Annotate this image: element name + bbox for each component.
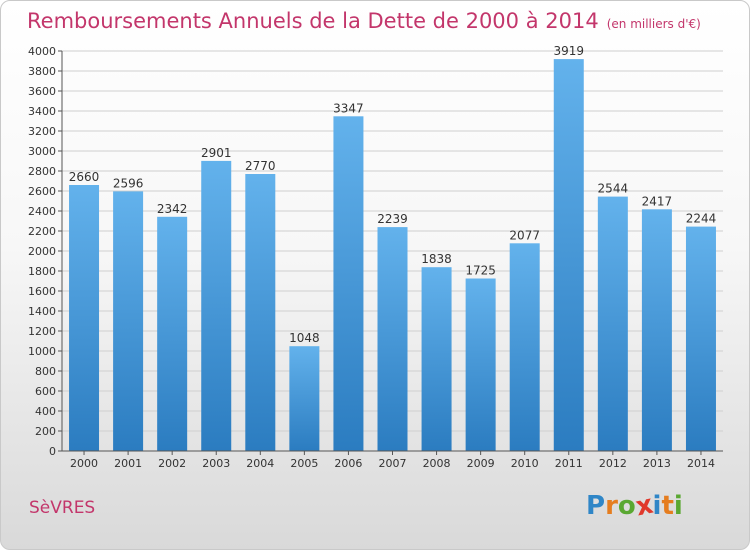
bar-value-label: 2239: [377, 212, 408, 226]
bar-2012: [597, 196, 628, 451]
x-tick-label: 2004: [246, 457, 274, 470]
y-tick-label: 3400: [28, 105, 56, 118]
y-tick-label: 4000: [28, 45, 56, 58]
bar-value-label: 2901: [201, 146, 232, 160]
bar-2010: [509, 243, 540, 451]
logo-letter: t: [661, 491, 674, 521]
y-tick-label: 3600: [28, 85, 56, 98]
bar-value-label: 1048: [289, 331, 320, 345]
bar-value-label: 2544: [598, 182, 629, 196]
y-tick-label: 2600: [28, 185, 56, 198]
x-tick-label: 2008: [423, 457, 451, 470]
bar-value-label: 3347: [333, 101, 364, 115]
bar-value-label: 3919: [553, 44, 584, 58]
bar-2011: [553, 59, 584, 451]
x-tick-label: 2013: [643, 457, 671, 470]
x-tick-label: 2003: [202, 457, 230, 470]
chart-title: Remboursements Annuels de la Dette de 20…: [27, 9, 701, 33]
chart-title-text: Remboursements Annuels de la Dette de 20…: [27, 9, 599, 33]
axes: [61, 51, 723, 452]
bar-2005: [289, 346, 320, 451]
y-tick-label: 3200: [28, 125, 56, 138]
bar-value-label: 1838: [421, 252, 452, 266]
bar-2014: [685, 226, 716, 451]
y-tick-label: 1800: [28, 265, 56, 278]
chart-subtitle: (en milliers d'€): [606, 17, 701, 31]
logo-letter: r: [605, 491, 618, 521]
bar-value-label: 2342: [157, 202, 188, 216]
logo-letter: i: [652, 491, 662, 521]
bar-value-label: 2244: [686, 212, 717, 226]
bar-2013: [641, 209, 672, 451]
y-tick-label: 2400: [28, 205, 56, 218]
bar-2006: [333, 116, 364, 452]
bar-2009: [465, 278, 496, 451]
y-tick-label: 400: [35, 405, 56, 418]
y-tick-label: 1400: [28, 305, 56, 318]
y-tick-label: 0: [49, 445, 56, 458]
x-tick-label: 2014: [687, 457, 715, 470]
y-tick-label: 1200: [28, 325, 56, 338]
x-tick-label: 2011: [555, 457, 583, 470]
y-tick-label: 2000: [28, 245, 56, 258]
logo-letter: o: [617, 491, 636, 521]
bar-2000: [69, 185, 100, 451]
bar-value-label: 2660: [69, 170, 100, 184]
y-tick-label: 1000: [28, 345, 56, 358]
x-tick-label: 2001: [114, 457, 142, 470]
city-name: SèVRES: [29, 498, 96, 518]
bar-value-label: 2770: [245, 159, 276, 173]
y-tick-label: 1600: [28, 285, 56, 298]
x-tick-label: 2009: [467, 457, 495, 470]
x-tick-label: 2002: [158, 457, 186, 470]
bar-2004: [245, 174, 276, 451]
y-tick-label: 200: [35, 425, 56, 438]
bars: [69, 59, 716, 452]
y-tick-label: 3800: [28, 65, 56, 78]
bar-2002: [157, 216, 188, 451]
y-tick-label: 2200: [28, 225, 56, 238]
bar-value-label: 2077: [509, 228, 540, 242]
x-tick-label: 2006: [334, 457, 362, 470]
x-axis-tick-labels: 2000 2001 2002 2003 2004 2005 2006 2007 2008 2009…: [70, 451, 715, 470]
bar-value-labels: 2660 2596 2342 2901 2770 1048 3347 2239 1838 1725…: [69, 44, 716, 345]
x-tick-label: 2005: [290, 457, 318, 470]
bar-2007: [377, 227, 408, 451]
y-tick-label: 800: [35, 365, 56, 378]
x-tick-label: 2012: [599, 457, 627, 470]
bar-2003: [201, 160, 232, 451]
bar-value-label: 2596: [113, 176, 144, 190]
x-tick-label: 2007: [379, 457, 407, 470]
bar-2008: [421, 267, 452, 451]
bar-value-label: 2417: [642, 194, 673, 208]
x-tick-label: 2000: [70, 457, 98, 470]
logo-letter: i: [673, 491, 683, 521]
y-tick-label: 2800: [28, 165, 56, 178]
proxiti-logo: Proxiti: [586, 490, 683, 523]
y-axis-tick-labels: 0 200 400 600 800 1000 1200 1400 1600 1800 2000 220…: [28, 45, 62, 458]
bar-value-label: 1725: [465, 264, 496, 278]
bar-2001: [113, 191, 144, 451]
y-tick-label: 3000: [28, 145, 56, 158]
y-tick-label: 600: [35, 385, 56, 398]
x-tick-label: 2010: [511, 457, 539, 470]
logo-letter: P: [586, 491, 606, 521]
